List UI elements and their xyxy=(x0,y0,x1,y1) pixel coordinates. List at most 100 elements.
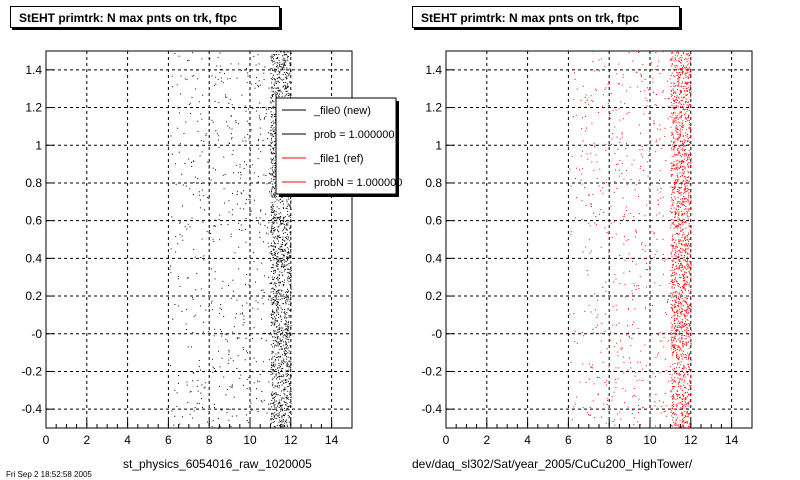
scatter-point xyxy=(287,233,288,235)
scatter-point xyxy=(687,82,689,84)
scatter-point xyxy=(246,199,248,201)
scatter-point xyxy=(671,280,673,281)
scatter-point xyxy=(688,158,690,160)
scatter-point xyxy=(220,408,222,410)
scatter-point xyxy=(685,421,687,423)
scatter-point xyxy=(287,415,289,417)
scatter-point xyxy=(690,296,692,298)
scatter-point xyxy=(290,315,292,317)
scatter-point xyxy=(276,237,278,239)
scatter-point xyxy=(684,168,686,170)
scatter-point xyxy=(282,222,284,224)
scatter-point xyxy=(271,174,273,176)
scatter-point xyxy=(678,85,680,87)
scatter-point xyxy=(215,130,217,132)
scatter-point xyxy=(675,212,677,214)
scatter-point xyxy=(630,362,631,364)
legend-entry: _file1 (ref) xyxy=(313,153,364,165)
scatter-point xyxy=(622,74,624,76)
scatter-point xyxy=(289,68,291,70)
scatter-point xyxy=(259,217,261,219)
scatter-point xyxy=(186,381,188,383)
scatter-point xyxy=(273,206,275,208)
scatter-point xyxy=(681,104,683,106)
scatter-point xyxy=(284,424,285,426)
scatter-point xyxy=(690,256,692,257)
scatter-point xyxy=(290,339,292,340)
left-chart-title: StEHT primtrk: N max pnts on trk, ftpc xyxy=(10,6,280,28)
scatter-point xyxy=(271,142,273,144)
scatter-point xyxy=(620,347,622,349)
scatter-point xyxy=(682,406,684,407)
scatter-point xyxy=(276,51,278,53)
scatter-point xyxy=(289,332,291,333)
scatter-point xyxy=(678,77,680,79)
scatter-point xyxy=(277,226,279,228)
scatter-point xyxy=(272,87,274,89)
scatter-point xyxy=(278,376,280,378)
scatter-point xyxy=(284,388,285,390)
scatter-point xyxy=(273,246,275,247)
scatter-point xyxy=(287,258,288,260)
scatter-point xyxy=(287,238,289,240)
scatter-point xyxy=(250,129,252,131)
scatter-point xyxy=(684,397,686,399)
scatter-point xyxy=(287,336,289,338)
scatter-point xyxy=(686,303,688,305)
scatter-point xyxy=(687,312,689,314)
scatter-point xyxy=(582,251,584,253)
scatter-point xyxy=(688,385,690,387)
scatter-point xyxy=(201,118,203,120)
scatter-point xyxy=(690,227,692,229)
scatter-point xyxy=(246,274,248,276)
scatter-point xyxy=(282,221,284,223)
scatter-point xyxy=(637,327,639,329)
scatter-point xyxy=(214,143,216,145)
scatter-point xyxy=(678,374,680,376)
scatter-point xyxy=(289,391,291,393)
scatter-point xyxy=(684,213,686,215)
scatter-point xyxy=(581,332,583,333)
scatter-point xyxy=(269,191,270,193)
scatter-point xyxy=(288,409,290,411)
scatter-point xyxy=(290,418,292,420)
scatter-point xyxy=(270,333,272,335)
scatter-point xyxy=(286,268,288,270)
scatter-point xyxy=(273,283,275,285)
scatter-point xyxy=(677,262,679,264)
scatter-point xyxy=(690,200,692,202)
scatter-point xyxy=(678,82,680,84)
scatter-point xyxy=(197,120,199,122)
scatter-point xyxy=(614,379,616,381)
scatter-point xyxy=(257,140,259,142)
scatter-point xyxy=(681,414,683,416)
scatter-point xyxy=(688,210,690,212)
scatter-point xyxy=(582,168,583,170)
scatter-point xyxy=(281,272,283,274)
scatter-point xyxy=(687,53,689,55)
scatter-point xyxy=(204,382,206,384)
scatter-point xyxy=(658,334,660,336)
scatter-point xyxy=(674,214,676,215)
scatter-point xyxy=(286,256,288,258)
scatter-point xyxy=(682,249,684,251)
scatter-point xyxy=(685,98,687,100)
scatter-point xyxy=(679,182,680,184)
scatter-point xyxy=(228,127,230,129)
scatter-point xyxy=(227,125,229,127)
scatter-point xyxy=(678,426,680,428)
scatter-point xyxy=(290,325,292,327)
scatter-point xyxy=(214,225,216,227)
scatter-point xyxy=(679,227,681,229)
scatter-point xyxy=(284,95,286,97)
scatter-point xyxy=(678,76,680,78)
scatter-point xyxy=(688,335,690,337)
scatter-point xyxy=(283,255,285,257)
scatter-point xyxy=(682,426,684,428)
scatter-point xyxy=(675,244,677,246)
scatter-point xyxy=(684,288,686,290)
scatter-point xyxy=(674,335,676,337)
scatter-point xyxy=(686,239,688,240)
scatter-point xyxy=(688,116,689,118)
scatter-point xyxy=(675,255,677,257)
